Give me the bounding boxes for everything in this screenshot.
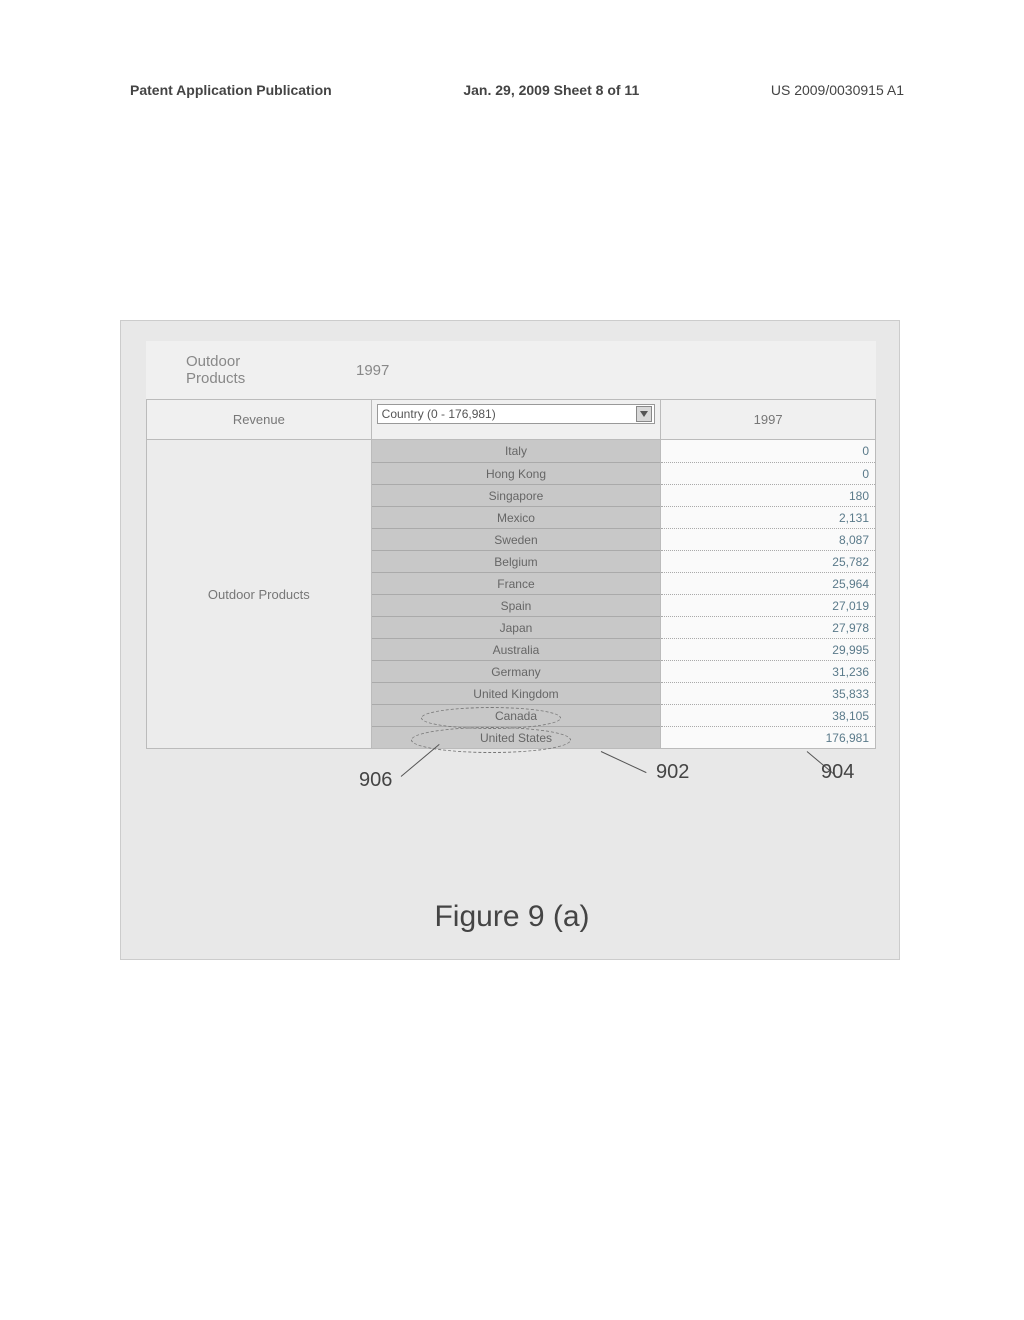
tab-label-line1: Outdoor <box>186 353 326 370</box>
figure-caption: Figure 9 (a) <box>0 900 1024 934</box>
country-cell[interactable]: Singapore <box>372 484 661 506</box>
value-cell: 176,981 <box>661 726 875 748</box>
value-cell: 8,087 <box>661 528 875 550</box>
callout-904: 904 <box>821 761 854 784</box>
country-cell[interactable]: Canada <box>372 704 661 726</box>
country-cell[interactable]: Spain <box>372 594 661 616</box>
date-sheet-label: Jan. 29, 2009 Sheet 8 of 11 <box>463 82 639 98</box>
country-cell[interactable]: France <box>372 572 661 594</box>
value-cell: 31,236 <box>661 660 875 682</box>
country-column: ItalyHong KongSingaporeMexicoSwedenBelgi… <box>371 440 661 749</box>
value-cell: 38,105 <box>661 704 875 726</box>
patent-page-header: Patent Application Publication Jan. 29, … <box>0 82 1024 98</box>
value-cell: 25,964 <box>661 572 875 594</box>
country-cell[interactable]: Australia <box>372 638 661 660</box>
tab-outdoor-products[interactable]: Outdoor Products <box>186 353 326 388</box>
callout-902: 902 <box>656 761 689 784</box>
publication-number: US 2009/0030915 A1 <box>771 82 904 98</box>
country-dropdown-cell: Country (0 - 176,981) <box>371 400 661 440</box>
country-cell[interactable]: Belgium <box>372 550 661 572</box>
value-cell: 2,131 <box>661 506 875 528</box>
callout-line-902 <box>601 751 647 773</box>
value-cell: 27,978 <box>661 616 875 638</box>
tab-row: Outdoor Products 1997 <box>146 341 876 399</box>
country-dropdown[interactable]: Country (0 - 176,981) <box>377 404 656 424</box>
revenue-header: Revenue <box>147 400 372 440</box>
tab-label-line2: Products <box>186 370 326 387</box>
country-cell[interactable]: Japan <box>372 616 661 638</box>
value-cell: 27,019 <box>661 594 875 616</box>
table-body-row: Outdoor Products ItalyHong KongSingapore… <box>147 440 876 749</box>
value-cell: 35,833 <box>661 682 875 704</box>
value-cell: 0 <box>661 462 875 484</box>
year-column-header: 1997 <box>661 400 876 440</box>
value-cell: 29,995 <box>661 638 875 660</box>
value-cell: 180 <box>661 484 875 506</box>
country-cell[interactable]: Italy <box>372 440 661 462</box>
callout-906: 906 <box>359 769 392 792</box>
value-cell: 25,782 <box>661 550 875 572</box>
country-cell[interactable]: Hong Kong <box>372 462 661 484</box>
country-cell[interactable]: Germany <box>372 660 661 682</box>
row-group-label: Outdoor Products <box>147 440 372 749</box>
country-cell[interactable]: Sweden <box>372 528 661 550</box>
value-cell: 0 <box>661 440 875 462</box>
figure-screenshot: Outdoor Products 1997 Revenue Country (0… <box>120 320 900 960</box>
publication-label: Patent Application Publication <box>130 82 332 98</box>
table-header-row: Revenue Country (0 - 176,981) 1997 <box>147 400 876 440</box>
revenue-table: Revenue Country (0 - 176,981) 1997 Outdo… <box>146 399 876 749</box>
dropdown-label: Country (0 - 176,981) <box>382 407 496 421</box>
country-cell[interactable]: Mexico <box>372 506 661 528</box>
country-cell[interactable]: United States <box>372 726 661 748</box>
report-panel: Outdoor Products 1997 Revenue Country (0… <box>146 341 876 749</box>
value-column: 001802,1318,08725,78225,96427,01927,9782… <box>661 440 876 749</box>
tab-year[interactable]: 1997 <box>356 362 389 379</box>
chevron-down-icon[interactable] <box>636 406 652 422</box>
country-cell[interactable]: United Kingdom <box>372 682 661 704</box>
